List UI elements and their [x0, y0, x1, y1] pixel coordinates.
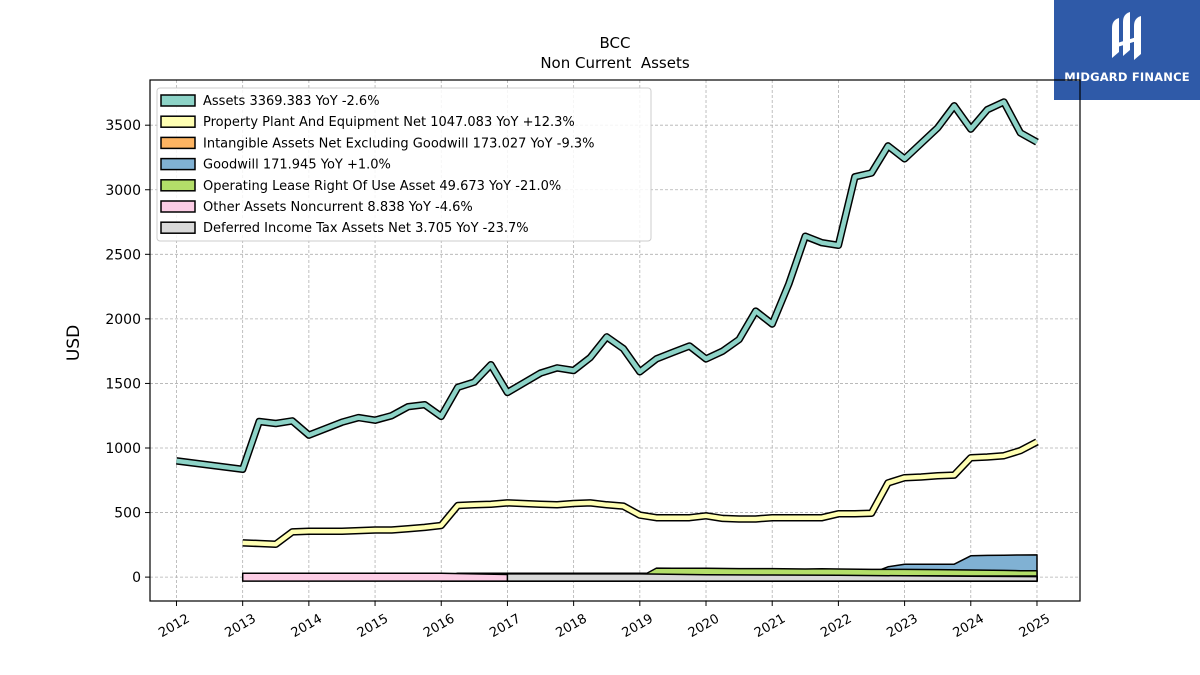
series-line [176, 99, 1039, 472]
x-tick-label: 2017 [487, 611, 523, 641]
y-tick-label: 1500 [105, 376, 141, 392]
x-tick-label: 2015 [355, 611, 391, 641]
brand-logo: MIDGARD FINANCE [1054, 0, 1200, 100]
x-tick-label: 2016 [421, 611, 457, 641]
x-tick-label: 2020 [686, 611, 722, 641]
x-tick-label: 2024 [951, 611, 987, 641]
legend-swatch [160, 94, 196, 107]
legend-swatch [160, 115, 196, 128]
y-tick-label: 3500 [105, 118, 141, 134]
x-tick-label: 2014 [289, 611, 325, 641]
x-tick-label: 2013 [223, 611, 259, 641]
y-tick-label: 2500 [105, 247, 141, 263]
legend-label: Assets 3369.383 YoY -2.6% [203, 94, 380, 109]
legend-swatch [160, 221, 196, 234]
y-tick-label: 0 [132, 570, 141, 586]
legend-swatch [160, 157, 196, 171]
legend-swatch [160, 179, 196, 192]
legend-label: Other Assets Noncurrent 8.838 YoY -4.6% [203, 200, 473, 215]
legend-swatch [160, 136, 196, 150]
plot-frame [149, 79, 1081, 602]
y-tick-label: 1000 [105, 441, 141, 457]
legend-box [156, 87, 652, 242]
legend-label: Intangible Assets Net Excluding Goodwill… [203, 136, 594, 151]
x-tick-label: 2019 [620, 611, 656, 641]
series-area [506, 573, 1038, 582]
legend-swatch [160, 200, 196, 213]
y-tick-label: 2000 [105, 312, 141, 328]
brand-name: MIDGARD FINANCE [1064, 70, 1190, 84]
y-tick-label: 3000 [105, 183, 141, 199]
plot-area [176, 98, 1039, 582]
x-tick-label: 2018 [553, 611, 589, 641]
legend-label: Goodwill 171.945 YoY +1.0% [203, 158, 391, 173]
midgard-logo-icon [1112, 12, 1141, 60]
legend-label: Deferred Income Tax Assets Net 3.705 YoY… [203, 221, 529, 236]
legend-label: Property Plant And Equipment Net 1047.08… [203, 115, 575, 130]
chart-subtitle: Non Current Assets [540, 54, 690, 72]
chart-title: BCC [600, 34, 631, 52]
legend-label: Operating Lease Right Of Use Asset 49.67… [203, 179, 561, 194]
legend: Assets 3369.383 YoY -2.6% Property Plant … [156, 87, 652, 242]
y-axis-label: USD [64, 325, 84, 361]
x-tick-label: 2022 [818, 611, 854, 641]
x-tick-label: 2021 [752, 611, 788, 641]
x-tick-label: 2025 [1017, 611, 1053, 641]
x-tick-label: 2012 [156, 611, 192, 641]
x-tick-label: 2023 [884, 611, 920, 641]
y-tick-label: 500 [114, 506, 141, 522]
series-line [242, 439, 1039, 547]
